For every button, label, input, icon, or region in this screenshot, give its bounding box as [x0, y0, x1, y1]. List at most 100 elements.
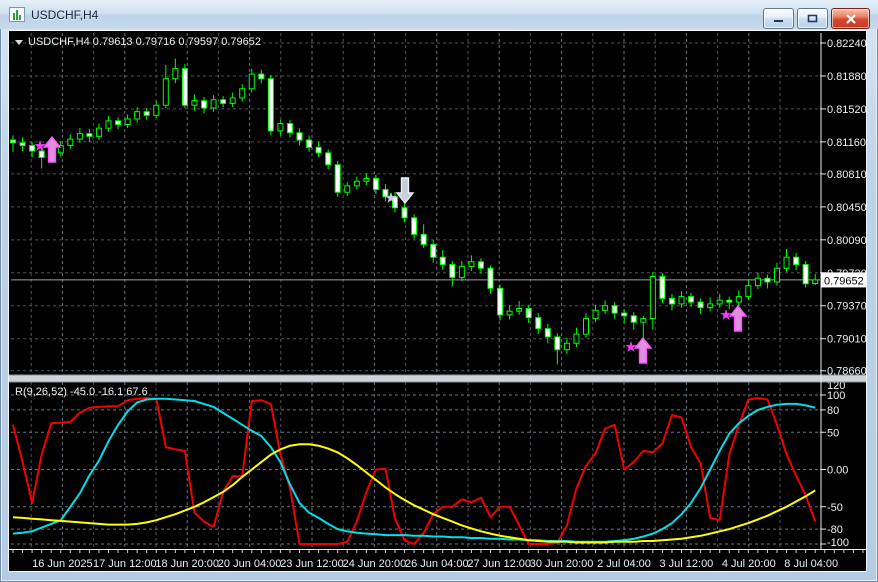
time-axis-label: 8 Jul 04:00 [784, 558, 838, 570]
candle-body [563, 342, 570, 351]
time-axis-label: 2 Jul 04:00 [597, 558, 651, 570]
candle-body [172, 68, 179, 80]
candle-body [411, 217, 418, 235]
candle-body [115, 120, 122, 125]
candle-body [716, 299, 723, 305]
time-axis-label: 17 Jun 12:00 [93, 558, 157, 570]
candle-body [267, 78, 274, 132]
candle-body [67, 138, 74, 147]
close-button[interactable] [831, 8, 870, 29]
indicator-axis-label: 50 [827, 427, 839, 439]
indicator-axis-label: -80 [827, 524, 843, 536]
candle-body [353, 180, 360, 187]
candle-body [29, 145, 36, 152]
indicator-axis-label: 80 [827, 405, 839, 417]
pane-splitter[interactable] [9, 375, 866, 382]
candle-body [334, 164, 341, 193]
time-axis-label: 23 Jun 12:00 [280, 558, 344, 570]
candle-body [535, 317, 542, 330]
buy-arrow-icon [633, 336, 653, 364]
candle-body [258, 73, 265, 80]
candle-body [296, 132, 303, 141]
candle-body [229, 97, 236, 104]
indicator-axis-label: -100 [827, 537, 849, 549]
window-controls [763, 8, 870, 29]
chart-dropdown-icon[interactable] [15, 39, 23, 45]
candle-body [745, 285, 752, 298]
indicator-axis-label: -50 [827, 502, 843, 514]
minimize-button[interactable] [763, 8, 794, 29]
candle-body [592, 309, 599, 320]
candle-body [181, 68, 188, 106]
candle-body [286, 123, 293, 134]
minimize-icon [774, 20, 783, 22]
candle-body [162, 78, 169, 106]
chart-header: USDCHF,H4 0.79613 0.79716 0.79597 0.7965… [15, 36, 261, 48]
time-axis-label: 27 Jun 12:00 [467, 558, 531, 570]
buy-star-icon [34, 140, 46, 151]
time-axis-label: 4 Jul 20:00 [722, 558, 776, 570]
candle-body [659, 275, 666, 299]
candle-body [544, 328, 551, 338]
sell-star-icon [385, 192, 397, 203]
candle-body [678, 296, 685, 305]
candle-body [793, 256, 800, 266]
time-axis-label: 16 Jun 2025 [32, 558, 93, 570]
title-bar[interactable]: USDCHF,H4 [0, 0, 878, 29]
candle-body [277, 123, 284, 132]
restore-icon [807, 14, 818, 23]
candle-body [449, 264, 456, 278]
price-axis-label: 0.81880 [827, 71, 866, 83]
candle-body [134, 111, 141, 120]
symbol-ohlc-label: USDCHF,H4 0.79613 0.79716 0.79597 0.7965… [28, 36, 262, 48]
candle-body [10, 139, 16, 144]
candle-body [372, 177, 379, 190]
indicator-label: R(9,26,52) -45.0 -16.1 67.6 [15, 386, 148, 398]
candle-body [344, 185, 351, 193]
price-axis-label: 0.80450 [827, 202, 866, 214]
candle-body [735, 296, 742, 303]
candle-body [554, 336, 561, 351]
time-axis-label: 3 Jul 12:00 [659, 558, 713, 570]
candle-body [19, 142, 26, 147]
candle-body [640, 318, 647, 323]
current-price-label: 0.79652 [824, 275, 864, 287]
chart-window-icon [9, 7, 25, 22]
candle-body [707, 303, 714, 309]
buy-arrow-icon [728, 304, 748, 332]
buy-arrow-icon [42, 135, 62, 163]
candle-body [487, 267, 494, 289]
candle-body [95, 127, 102, 137]
candle-body [583, 318, 589, 335]
candle-body [57, 145, 64, 154]
candle-body [506, 310, 513, 316]
candle-body [649, 275, 656, 320]
candle-body [802, 264, 809, 285]
candle-body [525, 307, 532, 319]
oscillator-line-fast [12, 397, 817, 545]
candle-body [439, 256, 446, 266]
candle-body [220, 99, 227, 104]
candle-body [458, 265, 465, 278]
candle-body [153, 104, 160, 116]
candle-body [468, 261, 475, 267]
price-axis-label: 0.81520 [827, 104, 866, 116]
candle-body [325, 152, 332, 166]
window-title: USDCHF,H4 [31, 7, 99, 22]
candle-body [38, 150, 45, 158]
chart-canvas[interactable]: 0.82240 0.81880 0.81520 0.81160 0.80810 0.804… [9, 31, 866, 571]
indicator-axis-label: 0.00 [827, 465, 848, 477]
buy-star-icon [625, 341, 637, 352]
time-axis-label: 24 Jun 20:00 [343, 558, 407, 570]
candle-body [516, 307, 523, 312]
price-axis-label: 0.79010 [827, 334, 866, 346]
candle-body [611, 305, 618, 314]
indicator-axis-label: 100 [827, 390, 845, 402]
price-axis-label: 0.81160 [827, 137, 866, 149]
restore-button[interactable] [797, 8, 828, 29]
indicator-axis-label: 120 [827, 380, 845, 392]
candle-body [420, 233, 427, 245]
candle-body [697, 301, 704, 309]
price-axis-label: 0.82240 [827, 38, 866, 50]
